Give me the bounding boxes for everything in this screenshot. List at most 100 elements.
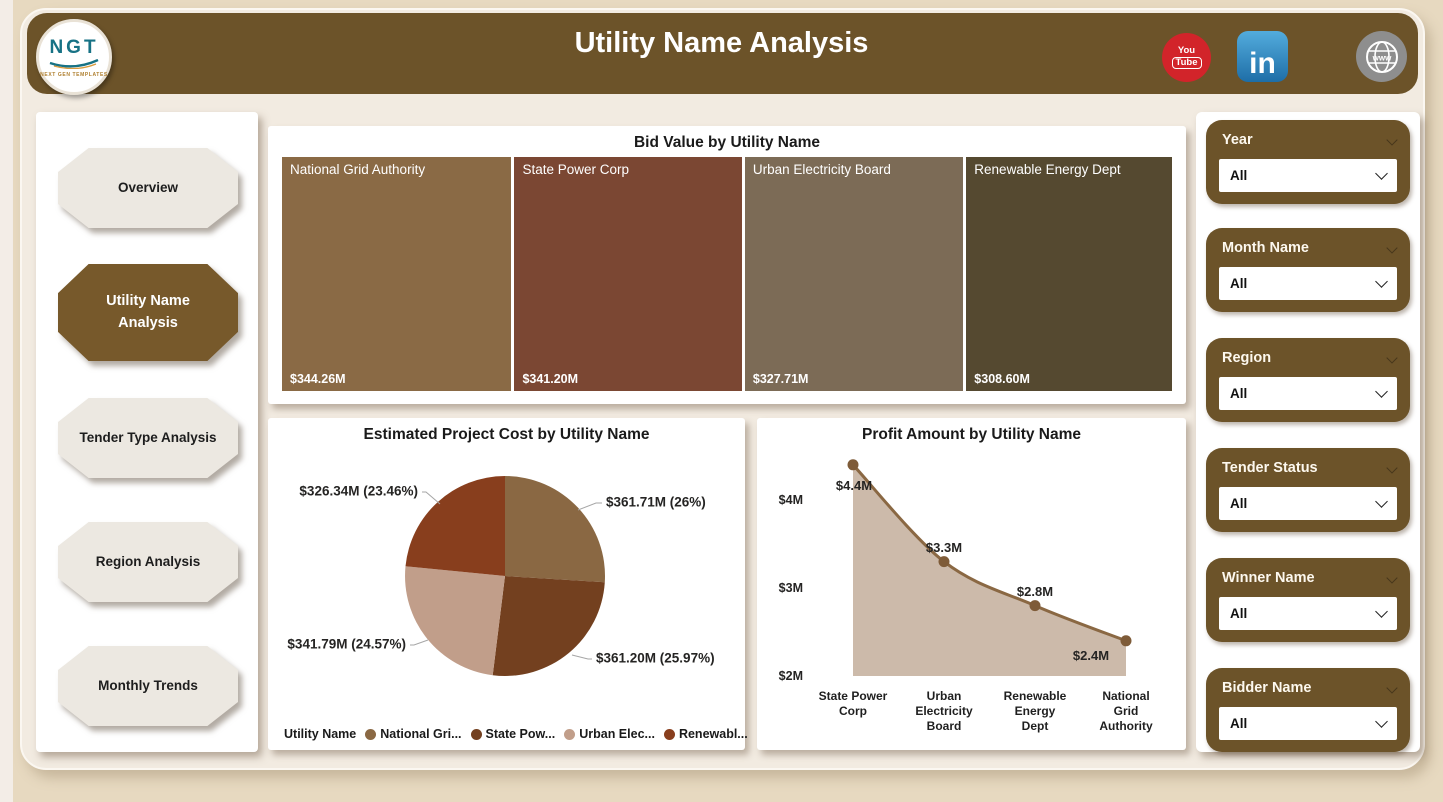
filter-label: Tender Status bbox=[1222, 460, 1318, 476]
area-title: Profit Amount by Utility Name bbox=[861, 426, 1082, 443]
legend-item-1[interactable]: National Gri... bbox=[365, 727, 462, 741]
y-axis-tick-label: $2M bbox=[779, 669, 803, 683]
pie-callout-line bbox=[577, 502, 602, 511]
collapse-chevron-icon[interactable] bbox=[1386, 572, 1398, 584]
pie-slice-4[interactable] bbox=[405, 476, 506, 576]
filter-value: All bbox=[1230, 606, 1248, 621]
pie-data-label: $361.71M (26%) bbox=[606, 495, 706, 510]
window-edge bbox=[0, 0, 13, 802]
logo-subtext: NEXT GEN TEMPLATES bbox=[40, 71, 108, 78]
pie-callout-line bbox=[410, 639, 429, 646]
pie-slice-1[interactable] bbox=[505, 476, 605, 583]
treemap-tile-label: Renewable Energy Dept bbox=[974, 162, 1121, 177]
linkedin-icon-label: in bbox=[1249, 46, 1276, 80]
filter-label: Winner Name bbox=[1222, 570, 1315, 586]
website-globe-icon[interactable]: www bbox=[1356, 31, 1407, 82]
sidebar-item-monthly-trends[interactable]: Monthly Trends bbox=[58, 646, 238, 726]
pie-data-label: $361.20M (25.97%) bbox=[596, 651, 715, 666]
chevron-down-icon bbox=[1375, 274, 1388, 288]
filter-value: All bbox=[1230, 496, 1248, 511]
filter-label: Region bbox=[1222, 350, 1272, 366]
sidebar-item-tender-type-analysis[interactable]: Tender Type Analysis bbox=[58, 398, 238, 478]
collapse-chevron-icon[interactable] bbox=[1386, 462, 1398, 474]
pie-slice-2[interactable] bbox=[492, 576, 605, 676]
data-point-2[interactable] bbox=[938, 556, 950, 568]
filter-card-year: Year All bbox=[1206, 120, 1410, 204]
legend-label: Urban Elec... bbox=[579, 727, 655, 741]
globe-www-label: www bbox=[1371, 53, 1391, 62]
treemap-tile-1[interactable]: National Grid Authority $344.26M bbox=[282, 157, 512, 391]
pie-chart-svg: $361.71M (26%) $361.20M (25.97%) $341.79M … bbox=[287, 476, 715, 676]
pie-data-label: $341.79M (24.57%) bbox=[287, 637, 406, 652]
area-chart-svg: $4M $3M $2M $4.4M $3.3M $2.8M $2.4M State Power… bbox=[779, 459, 1153, 733]
filter-label: Year bbox=[1222, 132, 1253, 148]
collapse-chevron-icon[interactable] bbox=[1386, 242, 1398, 254]
sidebar-item-region-analysis[interactable]: Region Analysis bbox=[58, 522, 238, 602]
legend-label: Renewabl... bbox=[678, 727, 748, 741]
collapse-chevron-icon[interactable] bbox=[1386, 352, 1398, 364]
pie-legend: Utility Name National Gri... State Pow...… bbox=[284, 727, 748, 741]
collapse-chevron-icon[interactable] bbox=[1386, 134, 1398, 146]
chevron-down-icon bbox=[1375, 604, 1388, 618]
sidebar-item-label: Utility Name Analysis bbox=[58, 264, 238, 361]
area-data-label: $2.8M bbox=[1017, 584, 1053, 599]
sidebar-item-label: Overview bbox=[58, 148, 238, 228]
treemap-tile-3[interactable]: Urban Electricity Board $327.71M bbox=[744, 157, 964, 391]
area-data-label: $2.4M bbox=[1073, 648, 1109, 663]
chevron-down-icon bbox=[1375, 494, 1388, 508]
filter-panel: Year All Month Name All Region All Tende… bbox=[1196, 112, 1420, 752]
legend-item-3[interactable]: Urban Elec... bbox=[564, 727, 655, 741]
area-panel: Profit Amount by Utility Name $4M $3M $2M $… bbox=[757, 418, 1186, 750]
filter-value: All bbox=[1230, 386, 1248, 401]
ngt-logo[interactable]: NGT NEXT GEN TEMPLATES bbox=[36, 19, 112, 95]
pie-data-label: $326.34M (23.46%) bbox=[299, 484, 418, 499]
linkedin-icon[interactable]: in bbox=[1237, 31, 1288, 82]
youtube-icon-line2: Tube bbox=[1171, 56, 1202, 70]
legend-dot-icon bbox=[470, 728, 482, 740]
treemap-tile-label: Urban Electricity Board bbox=[752, 162, 891, 177]
chevron-down-icon bbox=[1375, 384, 1388, 398]
data-point-1[interactable] bbox=[847, 459, 859, 471]
legend-item-2[interactable]: State Pow... bbox=[470, 727, 556, 741]
legend-label: State Pow... bbox=[485, 727, 556, 741]
filter-card-region: Region All bbox=[1206, 338, 1410, 422]
globe-glyph: www bbox=[1365, 40, 1398, 73]
legend-dot-icon bbox=[365, 728, 377, 740]
data-point-3[interactable] bbox=[1029, 600, 1041, 612]
filter-select-year[interactable]: All bbox=[1219, 159, 1397, 192]
y-axis-tick-label: $4M bbox=[779, 493, 803, 507]
treemap-tile-value: $308.60M bbox=[974, 372, 1030, 386]
area-line bbox=[851, 463, 1127, 643]
x-axis-category-label: Urban Electricity Board bbox=[915, 689, 973, 733]
filter-select-winner-name[interactable]: All bbox=[1219, 597, 1397, 630]
pie-panel: Estimated Project Cost by Utility Name $… bbox=[268, 418, 748, 750]
treemap-tile-value: $344.26M bbox=[290, 372, 346, 386]
x-axis-category-label: Renewable Energy Dept bbox=[1004, 689, 1067, 733]
sidebar-item-label: Monthly Trends bbox=[58, 646, 238, 726]
pie-callout-line bbox=[571, 654, 592, 660]
treemap-tile-2[interactable]: State Power Corp $341.20M bbox=[514, 157, 742, 391]
treemap-tile-4[interactable]: Renewable Energy Dept $308.60M bbox=[966, 157, 1172, 391]
pie-slice-3[interactable] bbox=[405, 566, 505, 676]
treemap-chart: National Grid Authority $344.26M State Pow… bbox=[282, 157, 1172, 391]
filter-select-bidder-name[interactable]: All bbox=[1219, 707, 1397, 740]
filter-select-month-name[interactable]: All bbox=[1219, 267, 1397, 300]
legend-dot-icon bbox=[564, 728, 576, 740]
filter-select-region[interactable]: All bbox=[1219, 377, 1397, 410]
collapse-chevron-icon[interactable] bbox=[1386, 682, 1398, 694]
treemap-title: Bid Value by Utility Name bbox=[633, 134, 821, 151]
area-fill bbox=[853, 464, 1126, 676]
legend-label: National Gri... bbox=[380, 727, 462, 741]
filter-select-tender-status[interactable]: All bbox=[1219, 487, 1397, 520]
legend-item-4[interactable]: Renewabl... bbox=[663, 727, 748, 741]
filter-value: All bbox=[1230, 276, 1248, 291]
filter-card-winner-name: Winner Name All bbox=[1206, 558, 1410, 642]
sidebar-item-utility-name-analysis[interactable]: Utility Name Analysis bbox=[58, 264, 238, 361]
filter-card-bidder-name: Bidder Name All bbox=[1206, 668, 1410, 752]
youtube-icon-line1: You bbox=[1177, 44, 1196, 56]
data-point-4[interactable] bbox=[1120, 635, 1132, 647]
x-axis-category-label: National Grid Authority bbox=[1099, 689, 1153, 733]
sidebar-item-overview[interactable]: Overview bbox=[58, 148, 238, 228]
logo-text: NGT bbox=[49, 36, 99, 58]
youtube-icon[interactable]: You Tube bbox=[1162, 33, 1211, 82]
